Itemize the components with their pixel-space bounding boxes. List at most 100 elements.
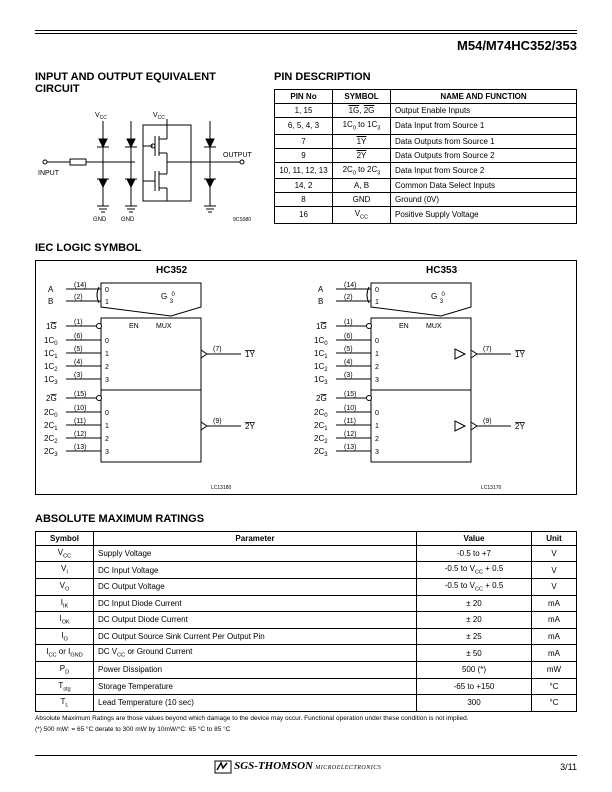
svg-text:1C2: 1C2 — [44, 362, 58, 373]
iec-left-svg: G 03A(14)0B(2)1ENMUX1G(1)1C0(6)01C1(5)11… — [36, 261, 306, 496]
svg-text:3: 3 — [105, 449, 109, 456]
header-rule-1 — [35, 30, 577, 31]
svg-text:MUX: MUX — [426, 323, 442, 330]
svg-text:2C1: 2C1 — [314, 421, 328, 432]
page-footer: SGS-THOMSON MICROELECTRONICS 3/11 — [35, 755, 577, 774]
svg-text:INPUT: INPUT — [38, 170, 60, 177]
svg-text:2: 2 — [375, 436, 379, 443]
table-row: 8GNDGround (0V) — [275, 193, 577, 207]
svg-text:1: 1 — [105, 423, 109, 430]
svg-text:A: A — [48, 285, 54, 294]
svg-text:2: 2 — [375, 364, 379, 371]
svg-text:MUX: MUX — [156, 323, 172, 330]
svg-text:VCC: VCC — [95, 112, 107, 121]
svg-text:(7): (7) — [483, 346, 492, 353]
amr-table: Symbol Parameter Value Unit VCCSupply Vo… — [35, 531, 577, 712]
amr-title: ABSOLUTE MAXIMUM RATINGS — [35, 513, 577, 525]
table-row: 6, 5, 4, 31C0 to 1C3Data Input from Sour… — [275, 118, 577, 135]
svg-text:LC13170: LC13170 — [481, 485, 502, 491]
svg-text:0: 0 — [105, 338, 109, 345]
svg-text:G 03: G 03 — [161, 292, 175, 305]
svg-text:OUTPUT: OUTPUT — [223, 152, 253, 159]
svg-text:(14): (14) — [74, 282, 86, 289]
iec-right-svg: G 03A(14)0B(2)1ENMUX1G(1)1C0(6)01C1(5)11… — [306, 261, 576, 496]
svg-text:(6): (6) — [344, 333, 353, 340]
svg-text:G 03: G 03 — [431, 292, 445, 305]
amr-footnote-1: Absolute Maximum Ratings are those value… — [35, 715, 577, 723]
table-row: IOKDC Output Diode Current± 20mA — [36, 612, 577, 629]
svg-text:3: 3 — [375, 449, 379, 456]
svg-text:2C3: 2C3 — [44, 447, 58, 458]
iec-logic-box: HC352 G 03A(14)0B(2)1ENMUX1G(1)1C0(6)01C… — [35, 260, 577, 495]
svg-text:(1): (1) — [344, 319, 353, 326]
svg-text:(10): (10) — [344, 405, 356, 412]
svg-text:B: B — [48, 297, 53, 306]
pin-th-name: NAME AND FUNCTION — [391, 90, 577, 104]
svg-text:(5): (5) — [74, 346, 83, 353]
svg-text:9CS980: 9CS980 — [233, 217, 251, 223]
svg-text:(12): (12) — [344, 431, 356, 438]
pin-desc-col: PIN DESCRIPTION PIN No SYMBOL NAME AND F… — [274, 71, 577, 224]
svg-text:1: 1 — [105, 299, 109, 306]
svg-text:B: B — [318, 297, 323, 306]
table-row: IIKDC Input Diode Current± 20mA — [36, 595, 577, 612]
svg-text:(9): (9) — [483, 418, 492, 425]
svg-text:2C3: 2C3 — [314, 447, 328, 458]
svg-text:3: 3 — [375, 377, 379, 384]
svg-text:1C3: 1C3 — [314, 375, 328, 386]
table-row: 16VCCPositive Supply Voltage — [275, 207, 577, 224]
svg-text:1C2: 1C2 — [314, 362, 328, 373]
svg-text:0: 0 — [105, 287, 109, 294]
iec-right-title: HC353 — [426, 265, 457, 276]
svg-text:(15): (15) — [344, 391, 356, 398]
footer-rule — [35, 755, 577, 756]
svg-text:1: 1 — [375, 299, 379, 306]
pin-desc-title: PIN DESCRIPTION — [274, 71, 577, 83]
table-row: 14, 2A, BCommon Data Select Inputs — [275, 179, 577, 193]
svg-text:EN: EN — [399, 323, 409, 330]
table-row: TLLead Temperature (10 sec)300°C — [36, 695, 577, 712]
svg-text:2C1: 2C1 — [44, 421, 58, 432]
top-section-row: INPUT AND OUTPUT EQUIVALENT CIRCUIT INPU… — [35, 71, 577, 224]
svg-text:LC13180: LC13180 — [211, 485, 232, 491]
svg-text:2C2: 2C2 — [44, 434, 58, 445]
svg-text:3: 3 — [105, 377, 109, 384]
amr-footnote-2: (*) 500 mW: = 65 °C derate to 300 mW by … — [35, 726, 577, 734]
svg-text:1C1: 1C1 — [314, 349, 328, 360]
company-logo: SGS-THOMSON MICROELECTRONICS — [214, 760, 381, 774]
svg-text:0: 0 — [375, 338, 379, 345]
svg-text:0: 0 — [105, 410, 109, 417]
svg-text:2: 2 — [105, 436, 109, 443]
amr-th-sym: Symbol — [36, 531, 94, 545]
amr-th-val: Value — [417, 531, 532, 545]
iec-title: IEC LOGIC SYMBOL — [35, 242, 577, 254]
svg-text:(12): (12) — [74, 431, 86, 438]
svg-text:GND: GND — [121, 217, 135, 223]
svg-text:(7): (7) — [213, 346, 222, 353]
svg-text:1Y: 1Y — [245, 350, 255, 359]
iec-right-half: HC353 G 03A(14)0B(2)1ENMUX1G(1)1C0(6)01C… — [306, 261, 576, 494]
svg-text:2: 2 — [105, 364, 109, 371]
svg-text:(10): (10) — [74, 405, 86, 412]
amr-table-body: VCCSupply Voltage-0.5 to +7VVIDC Input V… — [36, 545, 577, 711]
svg-text:A: A — [318, 285, 324, 294]
table-row: 1, 151G, 2GOutput Enable Inputs — [275, 104, 577, 118]
svg-text:2Y: 2Y — [245, 422, 255, 431]
svg-text:(3): (3) — [344, 372, 353, 379]
iec-left-title: HC352 — [156, 265, 187, 276]
svg-text:GND: GND — [93, 217, 107, 223]
svg-text:(2): (2) — [344, 294, 353, 301]
svg-text:1C1: 1C1 — [44, 349, 58, 360]
table-row: IODC Output Source Sink Current Per Outp… — [36, 628, 577, 645]
svg-text:1C3: 1C3 — [44, 375, 58, 386]
header-rule-2 — [35, 33, 577, 34]
svg-text:(6): (6) — [74, 333, 83, 340]
table-row: VODC Output Voltage-0.5 to VCC + 0.5V — [36, 578, 577, 595]
svg-text:(4): (4) — [74, 359, 83, 366]
svg-text:1G: 1G — [316, 322, 327, 331]
svg-text:2G: 2G — [316, 394, 327, 403]
table-row: 10, 11, 12, 132C0 to 2C3Data Input from … — [275, 162, 577, 179]
svg-text:2C0: 2C0 — [44, 408, 58, 419]
svg-text:(15): (15) — [74, 391, 86, 398]
equiv-circuit-title: INPUT AND OUTPUT EQUIVALENT CIRCUIT — [35, 71, 260, 95]
